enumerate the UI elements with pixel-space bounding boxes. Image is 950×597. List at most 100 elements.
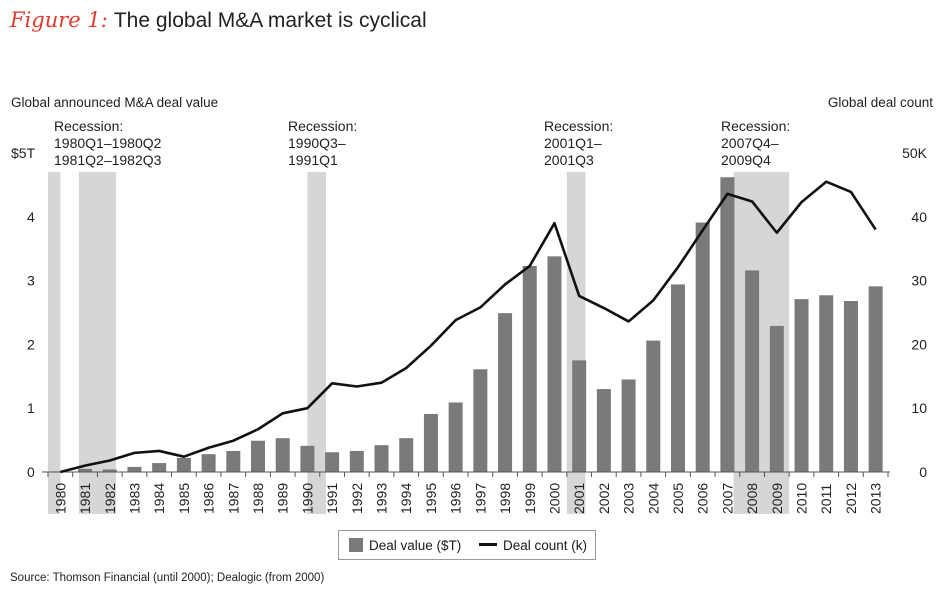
bar [78, 468, 93, 472]
line-group [60, 180, 877, 474]
x-tick-label: 2000 [546, 483, 562, 514]
recession-annotation: 1980Q1–1980Q2 [54, 135, 162, 151]
x-tick-label: 1982 [102, 483, 118, 514]
x-tick-label: 1993 [374, 483, 390, 514]
bar [176, 457, 191, 472]
legend-item-deal-value: Deal value ($T) [349, 538, 461, 553]
y-left-tick-label: 0 [27, 464, 35, 480]
bar [522, 265, 537, 472]
bar [102, 469, 117, 472]
legend-line-swatch [479, 543, 497, 546]
bar [226, 450, 241, 472]
y-right-tick-label: 20 [911, 336, 927, 352]
recession-annotation: 2001Q1– [544, 135, 602, 151]
recession-annotation: 2009Q4 [721, 152, 771, 168]
bar [448, 402, 463, 472]
recession-annotation: 2001Q3 [544, 152, 594, 168]
x-tick-label: 1994 [398, 483, 414, 514]
recession-annotation: 1990Q3– [288, 135, 346, 151]
y-left-tick-label: $5T [11, 145, 36, 161]
x-tick-label: 1998 [497, 483, 513, 514]
bar [794, 299, 809, 472]
bar [300, 445, 315, 472]
bar [596, 389, 611, 472]
recession-shade [307, 172, 326, 514]
recession-annotation: Recession: [288, 118, 357, 134]
y-right-tick-label: 10 [911, 400, 927, 416]
x-tick-label: 2001 [571, 483, 587, 514]
bar [868, 286, 883, 472]
legend-item-deal-count: Deal count (k) [479, 538, 587, 553]
bar [152, 463, 167, 472]
recession-shade [78, 172, 116, 514]
x-tick-label: 2013 [868, 483, 884, 514]
y-left-tick-label: 4 [27, 209, 35, 225]
x-tick-label: 1984 [151, 483, 167, 514]
x-tick-label: 2007 [719, 483, 735, 514]
bar [819, 295, 834, 472]
x-tick-label: 2012 [843, 483, 859, 514]
x-tick-label: 2011 [818, 484, 834, 514]
bar [423, 413, 438, 472]
deal-count-line [60, 180, 877, 474]
x-tick-label: 2004 [645, 483, 661, 514]
x-tick-label: 1991 [324, 483, 340, 514]
bar [498, 313, 513, 472]
recession-shade [48, 172, 61, 514]
bar [127, 466, 142, 472]
y-left-axis-title: Global announced M&A deal value [11, 95, 218, 110]
bar [275, 438, 290, 472]
x-tick-label: 1988 [250, 483, 266, 514]
x-tick-label: 2009 [769, 483, 785, 514]
bar [325, 452, 340, 472]
labels-group: 1980 1981 1982 1983 1984 1985 1986 1987 1988 1989… [11, 95, 933, 514]
bar [843, 301, 858, 472]
y-left-tick-label: 2 [27, 336, 35, 352]
y-right-tick-label: 40 [911, 209, 927, 225]
x-tick-label: 1980 [52, 483, 68, 514]
x-tick-label: 1989 [275, 483, 291, 514]
legend: Deal value ($T) Deal count (k) [338, 530, 596, 560]
bar [745, 270, 760, 472]
x-tick-label: 1999 [522, 483, 538, 514]
bar [695, 222, 710, 472]
bar [621, 379, 636, 472]
x-tick-label: 1995 [423, 483, 439, 514]
recession-annotation: 2007Q4– [721, 135, 779, 151]
x-tick-label: 1990 [299, 483, 315, 514]
x-tick-label: 1997 [472, 483, 488, 514]
source-note: Source: Thomson Financial (until 2000); … [10, 572, 325, 584]
y-left-tick-label: 1 [27, 400, 35, 416]
x-tick-label: 2010 [794, 483, 810, 514]
bar [399, 438, 414, 472]
x-tick-label: 1992 [349, 483, 365, 514]
recession-annotation: Recession: [721, 118, 790, 134]
recession-annotation: Recession: [54, 118, 123, 134]
recession-annotation: 1981Q2–1982Q3 [54, 152, 162, 168]
x-tick-label: 2008 [744, 483, 760, 514]
figure-title-text: The global M&A market is cyclical [113, 9, 427, 32]
x-tick-label: 2006 [695, 483, 711, 514]
x-tick-label: 2003 [621, 483, 637, 514]
recession-annotation: Recession: [544, 118, 613, 134]
x-tick-label: 1985 [176, 483, 192, 514]
y-right-tick-label: 50K [902, 145, 928, 161]
legend-bar-swatch [349, 538, 363, 552]
x-tick-label: 1986 [201, 483, 217, 514]
bars-group [53, 177, 883, 472]
recession-annotation: 1991Q1 [288, 152, 338, 168]
bar [572, 360, 587, 472]
figure-label: Figure 1: [10, 8, 108, 32]
x-tick-label: 1981 [77, 483, 93, 514]
axes-group [42, 471, 890, 477]
y-right-axis-title: Global deal count [828, 95, 933, 110]
bar [349, 450, 364, 472]
bar [671, 284, 685, 472]
bar [374, 445, 389, 472]
y-left-tick-label: 3 [27, 273, 35, 289]
bar [201, 454, 216, 472]
bar [769, 325, 784, 472]
legend-label-deal-value: Deal value ($T) [369, 538, 462, 553]
x-tick-label: 2002 [596, 483, 612, 514]
